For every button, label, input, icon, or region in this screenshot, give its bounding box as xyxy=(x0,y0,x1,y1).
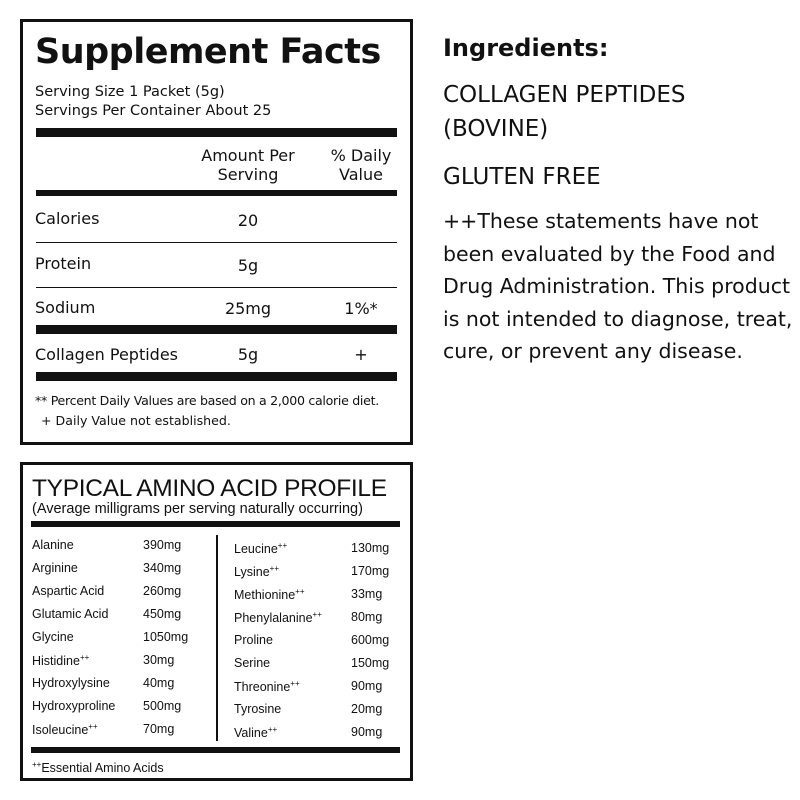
amino-name-text: Hydroxyproline xyxy=(32,699,116,713)
amino-value: 1050mg xyxy=(143,630,189,644)
servings-per-container: Servings Per Container About 25 xyxy=(35,103,272,119)
amino-value: 150mg xyxy=(351,656,390,670)
amino-name: Glycine xyxy=(32,630,74,644)
amino-name-text: Isoleucine xyxy=(32,723,89,737)
amino-value: 90mg xyxy=(351,725,383,739)
amino-name-text: Methionine xyxy=(234,588,296,602)
divider xyxy=(36,242,397,243)
amino-name: Glutamic Acid xyxy=(32,607,108,621)
essential-marker: ++ xyxy=(295,587,305,596)
divider xyxy=(36,287,397,288)
divider xyxy=(31,521,400,527)
column-amount-header: Amount Per Serving xyxy=(201,146,295,184)
amino-value: 33mg xyxy=(351,587,383,601)
amino-value: 80mg xyxy=(351,610,383,624)
amino-name: Methionine++ xyxy=(234,587,305,602)
column-divider xyxy=(216,535,218,741)
supplement-facts-panel: Supplement Facts Serving Size 1 Packet (… xyxy=(20,19,413,445)
amino-value: 90mg xyxy=(351,679,383,693)
amino-value: 170mg xyxy=(351,564,390,578)
amino-name-text: Phenylalanine xyxy=(234,611,313,625)
row-dv: + xyxy=(354,345,368,364)
row-name: Sodium xyxy=(35,298,96,317)
amino-name: Serine xyxy=(234,656,270,670)
amino-name: Phenylalanine++ xyxy=(234,610,322,625)
divider xyxy=(31,747,400,753)
fda-disclaimer: ++These statements have not been evaluat… xyxy=(443,209,793,364)
amino-name: Valine++ xyxy=(234,725,277,740)
row-amount: 5g xyxy=(237,345,259,364)
amino-name-text: Valine xyxy=(234,726,268,740)
amino-name: Threonine++ xyxy=(234,679,300,694)
column-dv-header: % Daily Value xyxy=(330,146,392,184)
ingredient-line: COLLAGEN PEPTIDES xyxy=(443,82,686,108)
amino-name-text: Proline xyxy=(234,633,273,647)
row-amount: 5g xyxy=(237,256,259,275)
amino-name-text: Lysine xyxy=(234,565,270,579)
amino-value: 70mg xyxy=(143,722,175,736)
amino-name-text: Arginine xyxy=(32,561,78,575)
amino-name: Alanine xyxy=(32,538,74,552)
serving-size: Serving Size 1 Packet (5g) xyxy=(35,84,225,100)
amino-name: Proline xyxy=(234,633,273,647)
amino-value: 600mg xyxy=(351,633,390,647)
row-name: Protein xyxy=(35,254,92,273)
ingredient-line: (BOVINE) xyxy=(443,116,549,142)
essential-marker: ++ xyxy=(290,679,300,688)
amino-name: Arginine xyxy=(32,561,78,575)
amino-name: Aspartic Acid xyxy=(32,584,104,598)
amino-name: Isoleucine++ xyxy=(32,722,98,737)
amino-value: 20mg xyxy=(351,702,383,716)
row-dv: 1%* xyxy=(344,299,378,318)
essential-marker: ++ xyxy=(269,564,280,573)
amino-name-text: Leucine xyxy=(234,542,278,556)
row-name: Collagen Peptides xyxy=(35,345,179,364)
amino-name: Tyrosine xyxy=(234,702,281,716)
essential-marker: ++ xyxy=(88,722,98,731)
divider xyxy=(36,190,397,196)
row-amount: 25mg xyxy=(224,299,272,318)
amino-name: Histidine++ xyxy=(32,653,89,668)
amino-acid-panel: TYPICAL AMINO ACID PROFILE (Average mill… xyxy=(20,462,413,781)
facts-title: Supplement Facts xyxy=(35,32,381,72)
amino-value: 30mg xyxy=(143,653,175,667)
amino-name-text: Glycine xyxy=(32,630,74,644)
amino-value: 500mg xyxy=(143,699,182,713)
amino-name: Hydroxylysine xyxy=(32,676,110,690)
amino-value: 40mg xyxy=(143,676,175,690)
ingredients-title: Ingredients: xyxy=(443,34,609,62)
essential-marker: ++ xyxy=(312,610,322,619)
amino-subtitle: (Average milligrams per serving naturall… xyxy=(32,501,363,517)
amino-title: TYPICAL AMINO ACID PROFILE xyxy=(32,475,387,502)
divider xyxy=(36,325,397,334)
divider xyxy=(36,128,397,137)
amino-name: Lysine++ xyxy=(234,564,279,579)
amino-value: 450mg xyxy=(143,607,182,621)
amino-value: 260mg xyxy=(143,584,182,598)
row-name: Calories xyxy=(35,209,100,228)
gluten-free: GLUTEN FREE xyxy=(443,164,601,190)
amino-value: 130mg xyxy=(351,541,390,555)
amino-name-text: Glutamic Acid xyxy=(32,607,109,621)
amino-name-text: Threonine xyxy=(234,680,291,694)
essential-marker: ++ xyxy=(267,725,278,734)
divider xyxy=(36,372,397,381)
amino-name-text: Histidine xyxy=(32,654,80,668)
amino-value: 340mg xyxy=(143,561,182,575)
row-amount: 20 xyxy=(237,211,259,230)
amino-value: 390mg xyxy=(143,538,182,552)
amino-name: Leucine++ xyxy=(234,541,287,556)
amino-name: Hydroxyproline xyxy=(32,699,115,713)
amino-name-text: Alanine xyxy=(32,538,74,552)
amino-footnote: ++Essential Amino Acids xyxy=(32,760,164,775)
footnote-daily-values: ** Percent Daily Values are based on a 2… xyxy=(35,393,379,408)
amino-name-text: Tyrosine xyxy=(234,702,282,716)
amino-name-text: Hydroxylysine xyxy=(32,676,110,690)
amino-name-text: Serine xyxy=(234,656,271,670)
amino-name-text: Aspartic Acid xyxy=(32,584,105,598)
footnote-not-established: + Daily Value not established. xyxy=(41,413,231,428)
essential-marker: ++ xyxy=(79,653,90,662)
essential-marker: ++ xyxy=(277,541,288,550)
